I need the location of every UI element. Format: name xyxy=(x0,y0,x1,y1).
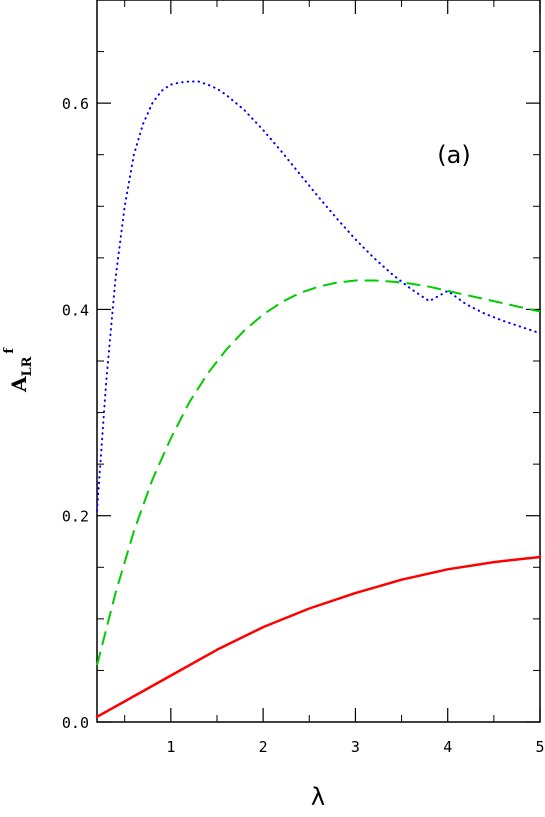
panel-annotation: (a) xyxy=(437,141,470,169)
y-tick-label: 0.2 xyxy=(62,508,89,526)
series-line-dashed xyxy=(96,279,541,666)
x-tick-label: 4 xyxy=(443,738,452,756)
plot-frame xyxy=(96,0,541,723)
axis-ticks: 1 2 3 4 5 0.0 0.2 0.4 0.6 xyxy=(62,0,545,756)
y-tick-label: 0.4 xyxy=(62,301,89,319)
svg-text:ALRf: ALRf xyxy=(2,347,35,393)
series-layer xyxy=(95,80,542,719)
x-tick-label: 3 xyxy=(351,738,360,756)
y-tick-label: 0.0 xyxy=(62,714,89,732)
y-axis-label-subscript: LR xyxy=(20,356,35,376)
y-tick-label: 0.6 xyxy=(62,95,89,113)
y-axis-label-main: A xyxy=(7,376,31,393)
y-axis-label-superscript: f xyxy=(2,347,17,354)
x-tick-label: 5 xyxy=(535,738,544,756)
series-line-solid xyxy=(95,555,542,719)
x-tick-label: 2 xyxy=(259,738,268,756)
x-axis-label: λ xyxy=(311,783,325,811)
y-axis-label: ALRf xyxy=(2,347,35,393)
x-tick-label: 1 xyxy=(166,738,175,756)
